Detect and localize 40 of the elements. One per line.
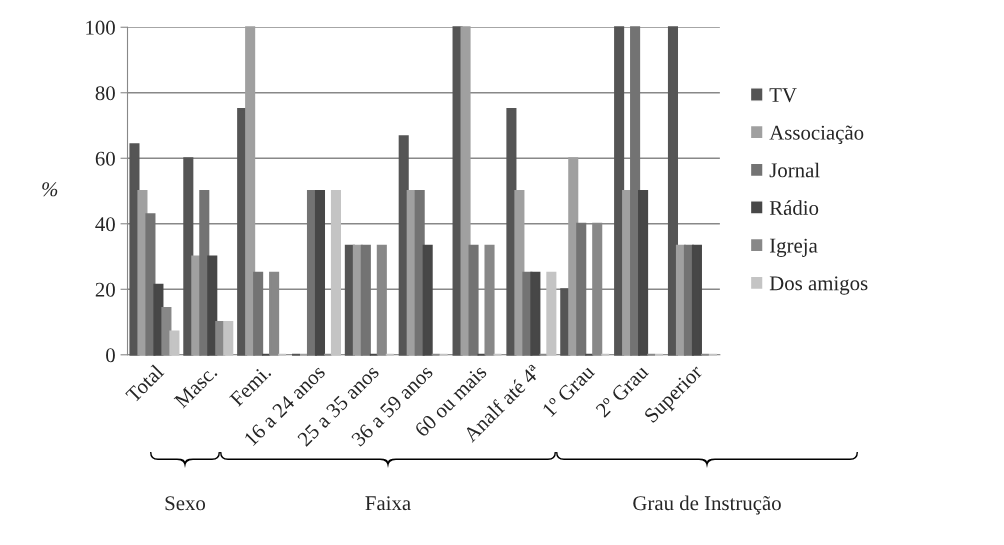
bar <box>245 26 256 356</box>
y-tick-label: 80 <box>95 86 115 101</box>
bar <box>207 255 218 356</box>
legend-label: Jornal <box>769 162 820 178</box>
y-tick-label: 20 <box>95 282 115 297</box>
bar <box>638 189 649 356</box>
bar <box>145 213 156 356</box>
bar <box>468 244 479 356</box>
bar <box>530 271 541 356</box>
legend-label: TV <box>769 88 797 103</box>
bar <box>576 222 587 356</box>
y-tick-label: 100 <box>86 20 115 35</box>
legend-label: Igreja <box>769 238 818 257</box>
bar <box>253 271 264 356</box>
y-tick-label: 60 <box>95 151 115 166</box>
bar <box>691 244 702 356</box>
bar <box>360 244 371 356</box>
bar <box>314 189 326 356</box>
y-tick-label: 40 <box>95 217 115 232</box>
legend-label: Associação <box>769 125 864 144</box>
text: Faixa <box>365 496 411 511</box>
bar <box>422 244 433 356</box>
bar <box>630 26 641 356</box>
bar <box>330 189 341 356</box>
bar <box>460 26 471 356</box>
text: Grau de Instrução <box>633 495 781 515</box>
bar <box>614 26 625 356</box>
bar <box>546 271 557 356</box>
legend-label: Rádio <box>769 200 819 215</box>
legend-label: Dos amigos <box>769 276 868 295</box>
bar <box>514 189 525 356</box>
bar <box>161 306 172 356</box>
bar <box>667 26 679 356</box>
x-tick-label: 1º Grau <box>541 363 596 418</box>
bar <box>169 330 180 356</box>
bar <box>183 157 194 356</box>
y-axis-title: % <box>42 182 58 197</box>
bar <box>223 321 234 356</box>
text: Sexo <box>165 496 206 511</box>
y-tick-label: 0 <box>106 348 115 363</box>
